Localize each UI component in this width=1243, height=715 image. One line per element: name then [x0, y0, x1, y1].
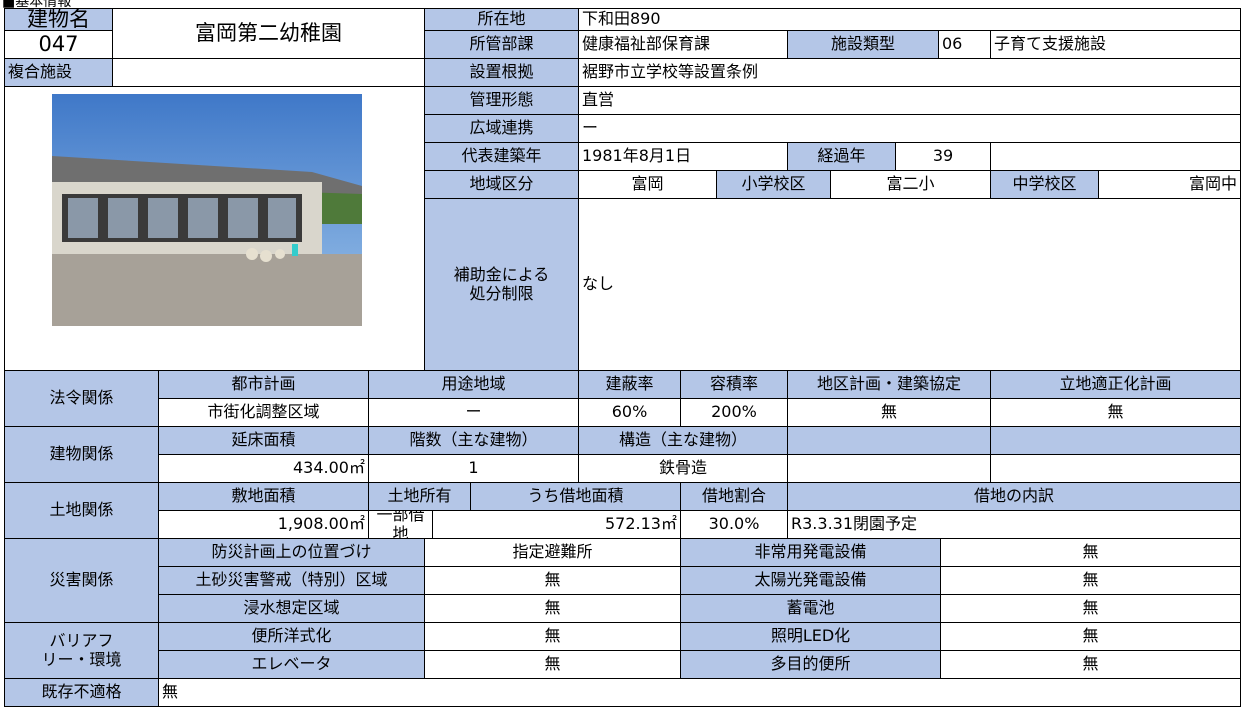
value-cell: [990, 454, 1241, 483]
label-cell: 経過年: [787, 142, 896, 171]
label-cell: エレベータ: [158, 650, 425, 679]
value-cell: 1,908.00㎡: [158, 510, 369, 539]
value-cell: 無: [940, 650, 1241, 679]
header-cell: うち借地面積: [470, 482, 681, 511]
header-cell: 階数（主な建物）: [368, 426, 579, 455]
value-cell: 富岡: [578, 170, 717, 199]
header-cell: 用途地域: [368, 370, 579, 399]
section-label: 既存不適格: [4, 678, 159, 707]
label-cell: 多目的便所: [680, 650, 941, 679]
label-cell: 土砂災害警戒（特別）区域: [158, 566, 425, 595]
header-cell: 容積率: [680, 370, 788, 399]
header-cell: 延床面積: [158, 426, 369, 455]
header-cell: 建蔽率: [578, 370, 681, 399]
value-cell: [787, 454, 991, 483]
section-label: 法令関係: [4, 370, 159, 427]
value-cell: 無: [990, 398, 1241, 427]
label-cell: 複合施設: [4, 58, 113, 87]
value-cell: 60%: [578, 398, 681, 427]
label-cell: 施設類型: [787, 30, 939, 59]
header-cell: 立地適正化計画: [990, 370, 1241, 399]
label-cell: 所管部課: [424, 30, 579, 59]
value-cell: 子育て支援施設: [990, 30, 1241, 59]
label-cell: 代表建築年: [424, 142, 579, 171]
value-cell: 無: [940, 538, 1241, 567]
label-cell: 中学校区: [990, 170, 1099, 199]
label-cell: 補助金による 処分制限: [424, 198, 579, 371]
value-cell: 鉄骨造: [578, 454, 788, 483]
header-cell: 土地所有: [368, 482, 471, 511]
section-label: バリアフ リー・環境: [4, 622, 159, 679]
value-cell: 一部借地: [368, 510, 433, 539]
section-title: ■基本情報: [2, 0, 72, 10]
label-cell: 小学校区: [716, 170, 831, 199]
value-cell: 無: [940, 566, 1241, 595]
value-cell: 裾野市立学校等設置条例: [578, 58, 1241, 87]
header-cell: 借地の内訳: [787, 482, 1241, 511]
value-cell: 無: [940, 594, 1241, 623]
label-cell: 非常用発電設備: [680, 538, 941, 567]
value-cell: 無: [940, 622, 1241, 651]
header-cell: 地区計画・建築協定: [787, 370, 991, 399]
label-cell: 照明LED化: [680, 622, 941, 651]
label-cell: 浸水想定区域: [158, 594, 425, 623]
value-cell: 1: [368, 454, 579, 483]
header-cell: [990, 426, 1241, 455]
value-cell: R3.3.31閉園予定: [787, 510, 1241, 539]
value-cell: 無: [158, 678, 1241, 707]
value-cell: 指定避難所: [424, 538, 681, 567]
label-cell: 所在地: [424, 8, 579, 31]
label-cell: 蓄電池: [680, 594, 941, 623]
label-cell: 防災計画上の位置づけ: [158, 538, 425, 567]
value-cell: 下和田890: [578, 8, 1241, 31]
value-cell: 06: [938, 30, 991, 59]
header-cell: 都市計画: [158, 370, 369, 399]
value-cell: 富岡中: [1098, 170, 1241, 199]
label-cell: 設置根拠: [424, 58, 579, 87]
value-cell: なし: [578, 198, 1241, 371]
section-label: 建物関係: [4, 426, 159, 483]
value-cell: 直営: [578, 86, 1241, 115]
value-cell: 1981年8月1日: [578, 142, 788, 171]
value-cell: 市街化調整区域: [158, 398, 369, 427]
section-label: 災害関係: [4, 538, 159, 623]
label-cell: 便所洋式化: [158, 622, 425, 651]
header-cell: 敷地面積: [158, 482, 369, 511]
building-number: 047: [4, 30, 113, 59]
value-cell: [112, 58, 425, 87]
value-cell: 富二小: [830, 170, 991, 199]
value-cell: 200%: [680, 398, 788, 427]
value-cell: 無: [787, 398, 991, 427]
label-cell: 地域区分: [424, 170, 579, 199]
value-cell: 健康福祉部保育課: [578, 30, 788, 59]
value-cell: 無: [424, 594, 681, 623]
value-cell: 無: [424, 650, 681, 679]
label-cell: 太陽光発電設備: [680, 566, 941, 595]
value-cell: 434.00㎡: [158, 454, 369, 483]
header-cell: 構造（主な建物）: [578, 426, 788, 455]
value-cell: 30.0%: [680, 510, 788, 539]
label-cell: 広域連携: [424, 114, 579, 143]
header-cell: [787, 426, 991, 455]
label-cell: 管理形態: [424, 86, 579, 115]
value-cell: 無: [424, 566, 681, 595]
label-cell: 建物名: [4, 8, 113, 31]
value-cell: ー: [578, 114, 1241, 143]
building-photo: [52, 94, 362, 326]
section-label: 土地関係: [4, 482, 159, 539]
value-cell: ー: [368, 398, 579, 427]
header-cell: 借地割合: [680, 482, 788, 511]
value-cell: 39: [895, 142, 991, 171]
value-cell: 無: [424, 622, 681, 651]
value-cell: 572.13㎡: [432, 510, 681, 539]
value-cell: [990, 142, 1241, 171]
building-name: 富岡第二幼稚園: [112, 8, 425, 59]
